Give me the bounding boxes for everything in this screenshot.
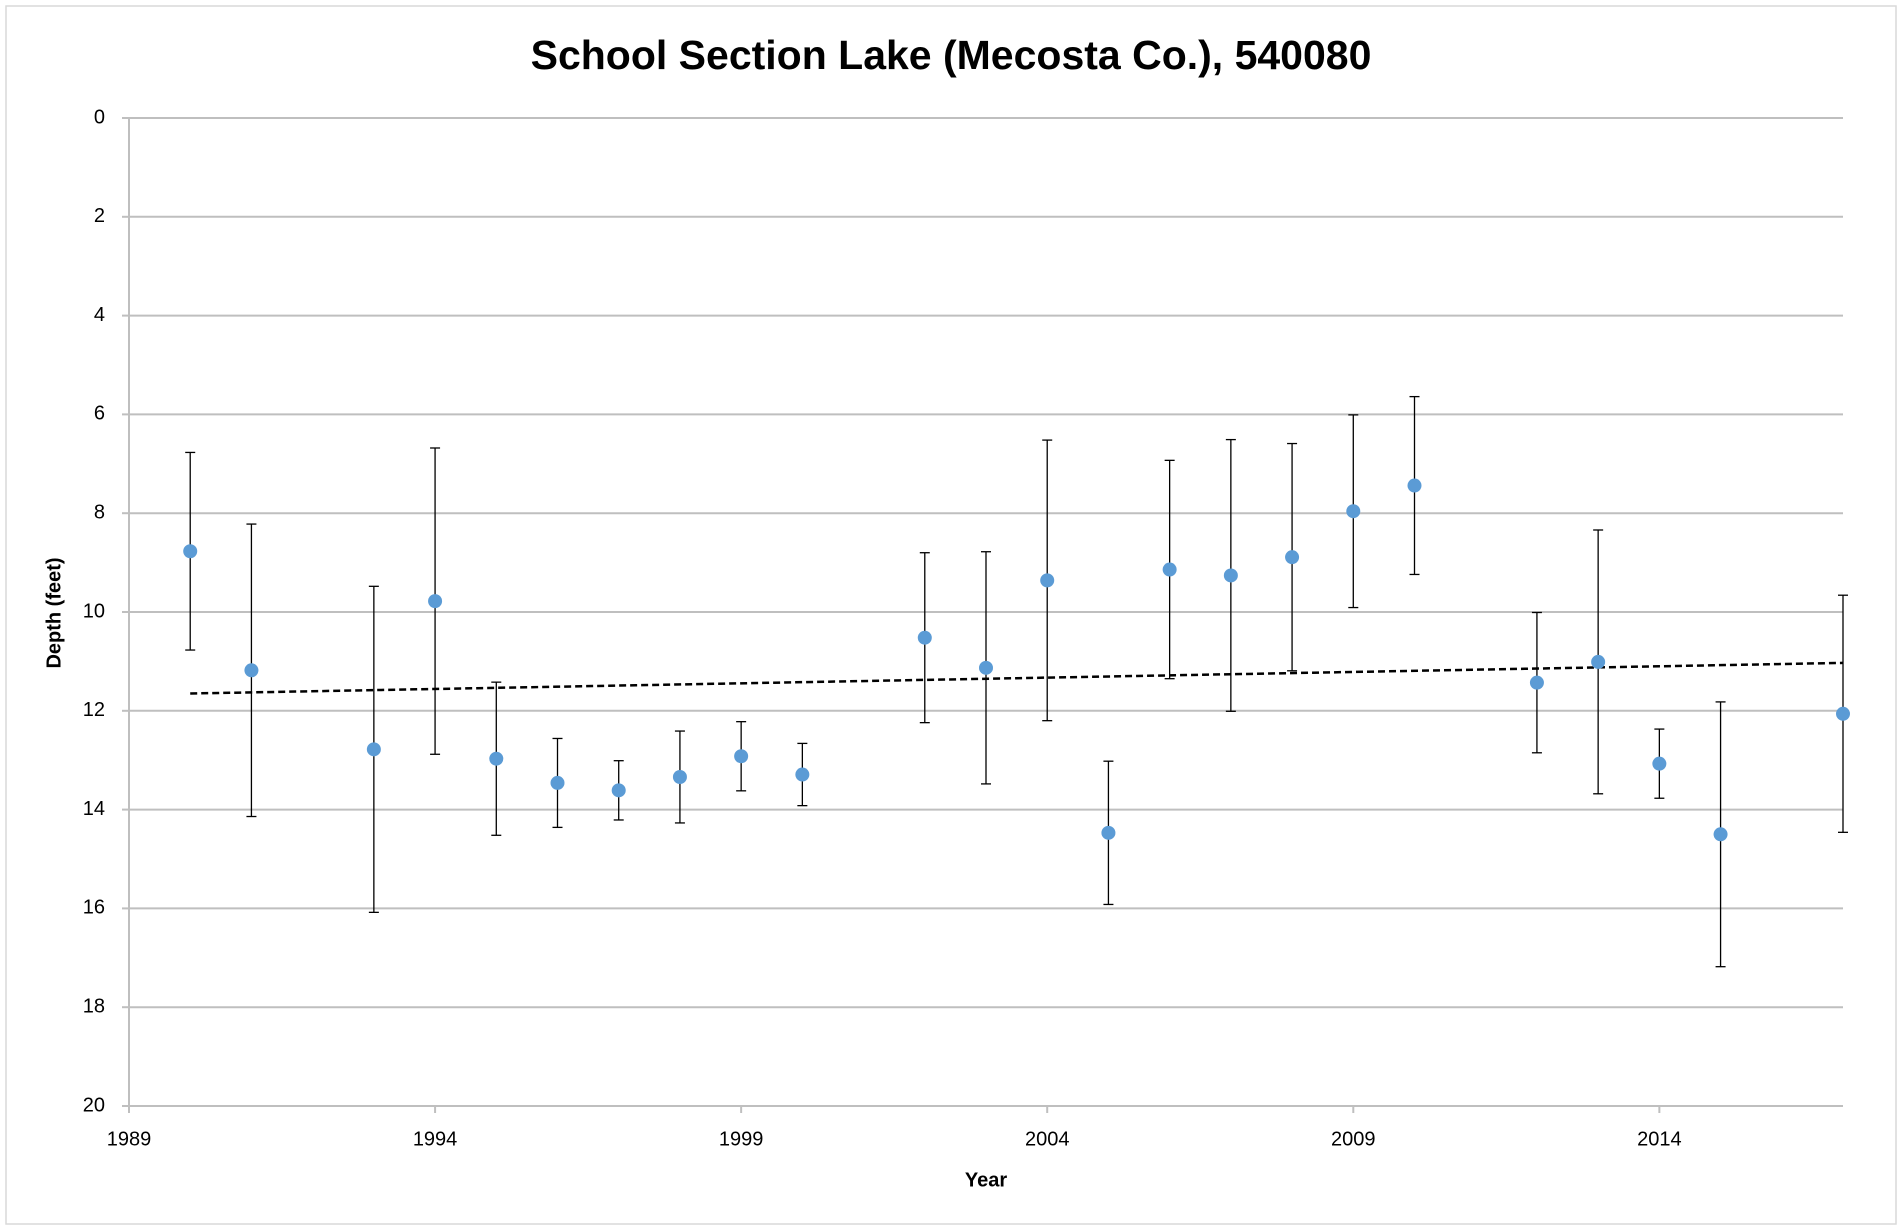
- data-point: [672, 769, 687, 784]
- chart-title: School Section Lake (Mecosta Co.), 54008…: [531, 32, 1372, 78]
- data-point: [795, 767, 810, 782]
- data-point: [550, 775, 565, 790]
- data-point: [1836, 706, 1850, 721]
- y-tick-label: 6: [94, 403, 105, 425]
- data-point: [734, 749, 749, 764]
- data-point: [1162, 562, 1177, 577]
- trendline: [190, 661, 1844, 695]
- data-point: [611, 783, 626, 798]
- data-point: [1223, 568, 1238, 583]
- y-axis-label: Depth (feet): [43, 557, 65, 668]
- data-point: [1285, 550, 1300, 565]
- y-tick-label: 18: [83, 995, 105, 1017]
- data-point: [183, 544, 198, 559]
- data-point: [366, 742, 381, 757]
- x-tick-label: 2014: [1637, 1128, 1682, 1150]
- y-tick-label: 8: [94, 501, 105, 523]
- data-point: [1591, 654, 1606, 669]
- y-tick-label: 20: [83, 1094, 105, 1116]
- data-point: [917, 630, 932, 645]
- data-point: [1101, 825, 1116, 840]
- x-axis-label: Year: [965, 1169, 1007, 1191]
- data-point: [1040, 573, 1055, 588]
- data-point: [979, 660, 993, 675]
- y-tick-label: 4: [94, 304, 105, 326]
- data-point: [1713, 827, 1728, 842]
- data-point: [1529, 675, 1544, 690]
- x-tick-label: 1999: [719, 1128, 764, 1150]
- data-point: [1652, 756, 1667, 771]
- x-tick-label: 2004: [1025, 1128, 1070, 1150]
- x-tick-label: 2009: [1331, 1128, 1376, 1150]
- x-tick-label: 1994: [413, 1128, 458, 1150]
- y-tick-label: 10: [83, 600, 105, 622]
- chart-frame: [5, 5, 1897, 1225]
- y-tick-label: 16: [83, 897, 105, 919]
- data-point: [1407, 478, 1422, 493]
- y-tick-label: 12: [83, 699, 105, 721]
- x-tick-label: 1989: [107, 1128, 152, 1150]
- data-point: [244, 663, 259, 678]
- data-point: [489, 751, 504, 766]
- y-tick-label: 0: [94, 106, 105, 128]
- y-tick-label: 2: [94, 205, 105, 227]
- data-point: [1346, 504, 1361, 519]
- data-point: [428, 594, 443, 609]
- y-tick-label: 14: [83, 798, 105, 820]
